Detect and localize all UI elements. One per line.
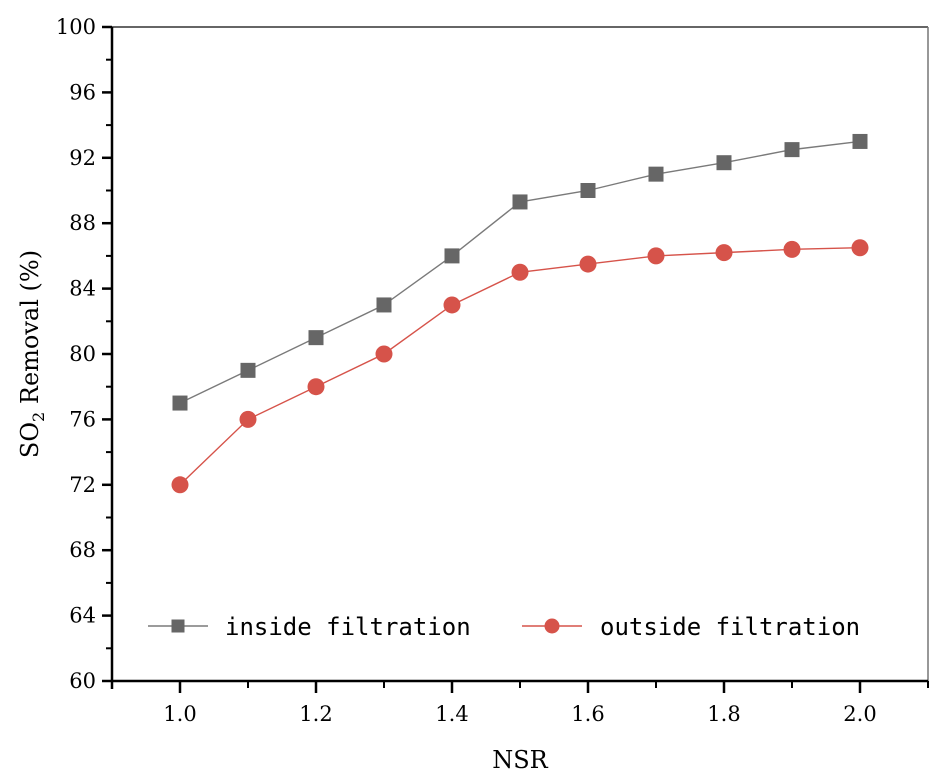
svg-text:SO2 Removal (%): SO2 Removal (%) [16, 250, 48, 458]
series-inside-filtration [172, 133, 868, 411]
x-tick-label: 1.2 [299, 702, 332, 726]
data-point-circle [579, 255, 597, 273]
y-tick-label: 100 [56, 15, 96, 39]
y-tick-label: 76 [69, 407, 96, 431]
x-tick-label: 1.0 [163, 702, 196, 726]
data-point-square [240, 362, 256, 378]
y-axis: 60 64 68 72 76 80 84 88 92 96 100 [56, 15, 114, 693]
x-tick-label: 2.0 [843, 702, 876, 726]
data-point-square [376, 297, 392, 313]
data-point-circle [715, 244, 733, 262]
x-axis: 1.0 1.2 1.4 1.6 1.8 2.0 [111, 679, 929, 726]
y-tick-label: 84 [69, 277, 96, 301]
data-point-circle [783, 240, 801, 258]
y-tick-label: 92 [69, 146, 96, 170]
data-point-circle [647, 247, 665, 265]
data-point-square [852, 133, 868, 149]
y-tick-label: 96 [69, 80, 96, 104]
data-point-circle [239, 410, 257, 428]
data-point-square [716, 155, 732, 171]
y-axis-title: SO2 Removal (%) [16, 250, 48, 458]
x-axis-title: NSR [492, 746, 548, 774]
data-point-square [784, 142, 800, 158]
legend-square-marker-icon [171, 619, 185, 633]
legend-item: outside filtration [522, 613, 860, 641]
y-tick-label: 72 [69, 473, 96, 497]
data-point-square [308, 330, 324, 346]
y-tick-label: 88 [69, 211, 96, 235]
data-point-circle [307, 378, 325, 396]
data-point-circle [443, 296, 461, 314]
x-tick-label: 1.8 [707, 702, 740, 726]
data-point-square [580, 183, 596, 198]
legend: inside filtration outside filtration [148, 613, 860, 641]
legend-label: outside filtration [600, 613, 860, 641]
x-tick-label: 1.4 [435, 702, 468, 726]
plot-frame [112, 26, 929, 681]
data-point-circle [171, 476, 189, 494]
series-layer [171, 133, 869, 494]
y-tick-label: 68 [69, 538, 96, 562]
legend-circle-marker-icon [544, 618, 560, 634]
data-point-square [172, 395, 188, 411]
series-outside-filtration [171, 239, 869, 494]
data-point-circle [375, 345, 393, 363]
legend-item: inside filtration [148, 613, 471, 641]
y-tick-label: 60 [69, 669, 96, 693]
y-tick-label: 80 [69, 342, 96, 366]
data-point-circle [511, 263, 529, 281]
data-point-circle [851, 239, 869, 257]
data-point-square [444, 248, 460, 264]
data-point-square [512, 194, 528, 210]
legend-label: inside filtration [225, 613, 471, 641]
x-tick-label: 1.6 [571, 702, 604, 726]
data-point-square [648, 166, 664, 182]
y-tick-label: 64 [69, 604, 96, 628]
